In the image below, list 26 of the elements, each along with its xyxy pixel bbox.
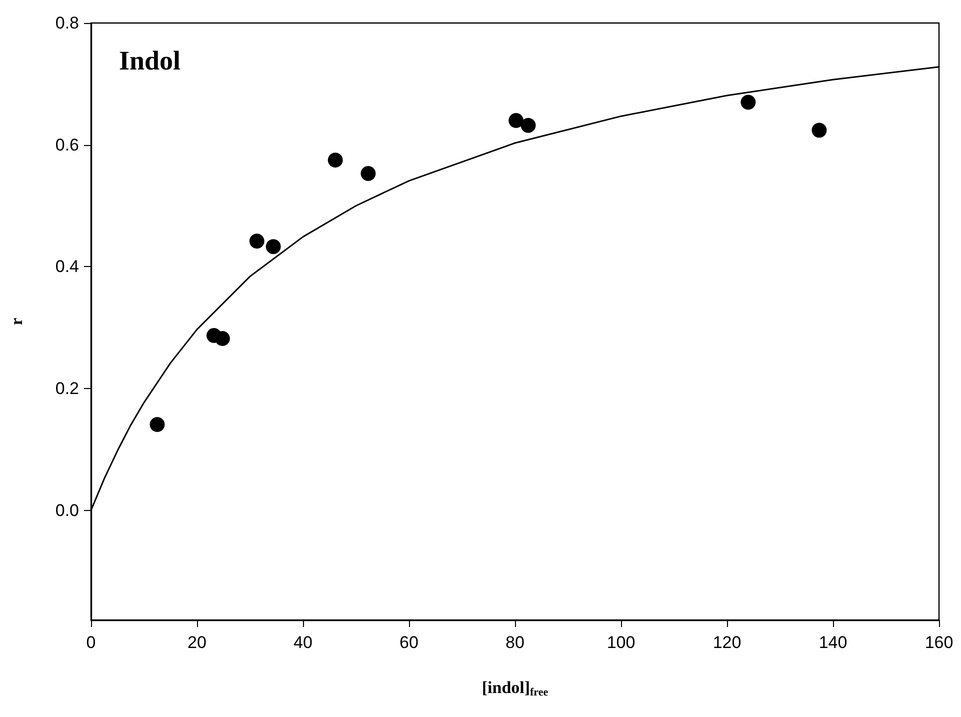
x-tick-label: 120 [712,633,742,652]
point [249,234,264,249]
y-tick-label: 0.0 [55,500,79,520]
y-tick-label: 0.2 [55,379,79,398]
x-tick-label: 140 [818,633,848,652]
point [214,331,230,346]
x-tick-label: 20 [188,633,206,652]
point [812,122,827,138]
point [328,152,343,168]
x-tick-label: 160 [924,633,954,652]
x-tick-label: 0 [86,633,96,652]
text: Indol [119,46,182,76]
y-tick-label: 0.4 [55,257,79,276]
x-tick-label: 80 [506,633,524,652]
y-tick-label: 0.8 [55,14,79,32]
point [360,166,376,181]
x-tick-label: 100 [606,633,636,652]
point [150,416,165,432]
point [740,94,756,110]
y-axis-title: r [7,317,26,326]
y-tick-label: 0.6 [55,135,79,154]
point [520,118,536,133]
x-tick-label: 60 [400,633,418,652]
point [266,239,281,254]
point [508,112,524,128]
x-tick-label: 40 [294,633,312,652]
